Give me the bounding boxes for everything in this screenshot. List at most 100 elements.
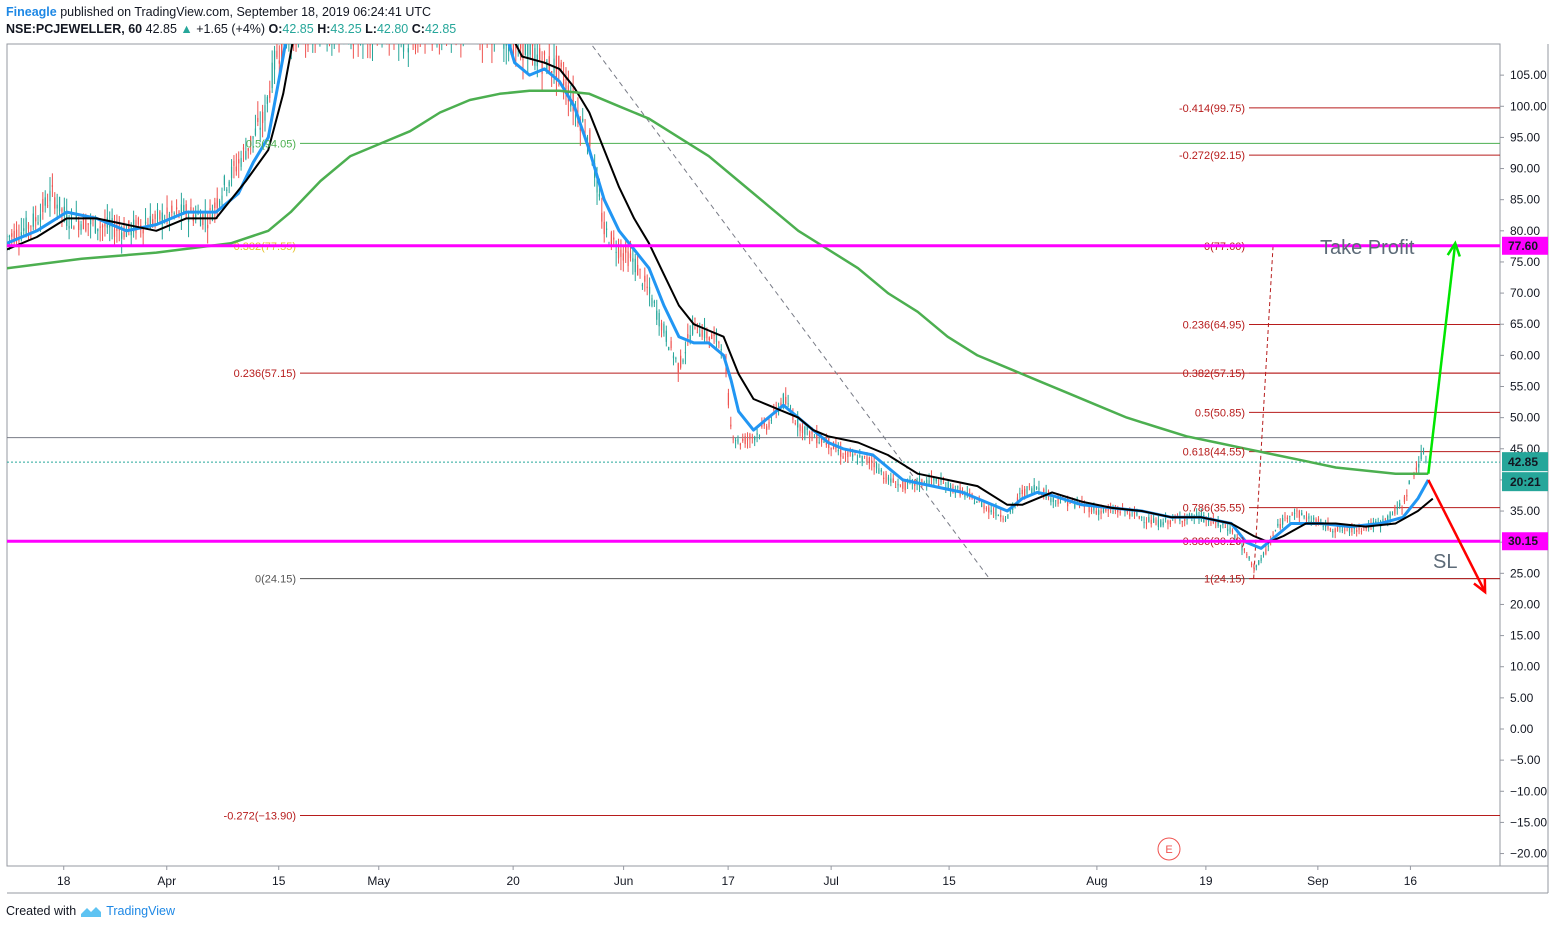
candle-body: [1239, 542, 1241, 544]
y-tick-label: 60.00: [1510, 348, 1540, 362]
candle-body: [156, 208, 159, 211]
candle-body: [458, 25, 459, 26]
tradingview-link[interactable]: TradingView: [106, 904, 175, 918]
candle-body: [570, 100, 572, 107]
symbol-label[interactable]: NSE:PCJEWELLER, 60: [6, 22, 143, 36]
candle-body: [949, 484, 952, 491]
candle-body: [648, 287, 651, 294]
candles: [7, 18, 1427, 574]
candle-body: [161, 212, 163, 225]
candle-body: [794, 423, 796, 424]
candle-body: [751, 436, 753, 439]
candle-body: [319, 44, 321, 45]
candle-body: [861, 455, 863, 463]
candle-body: [873, 462, 875, 468]
candle-body: [1329, 528, 1331, 531]
candle-body: [763, 421, 765, 426]
candle-body: [1241, 544, 1243, 551]
candle-body: [104, 223, 106, 227]
candle-body: [754, 437, 756, 441]
candle-body: [730, 424, 732, 427]
close-value: 42.85: [424, 22, 457, 36]
candle-body: [233, 161, 235, 166]
candle-body: [844, 453, 847, 455]
candle-body: [1234, 534, 1236, 538]
candle-body: [23, 228, 25, 231]
candle-body: [348, 25, 349, 30]
candle-body: [1035, 486, 1038, 489]
candle-body: [856, 461, 859, 463]
candle-body: [651, 298, 653, 306]
candle-body: [39, 214, 42, 222]
candle-body: [503, 44, 505, 49]
candle-body: [1153, 518, 1155, 523]
candle-body: [782, 393, 784, 404]
candle-body: [524, 44, 526, 56]
y-tick-label: 80.00: [1510, 224, 1540, 238]
take-profit-annotation: Take Profit: [1320, 237, 1415, 259]
candle-body: [369, 44, 371, 46]
candle-body: [529, 44, 531, 55]
candle-body: [522, 44, 524, 61]
candle-body: [484, 21, 485, 22]
candle-body: [1167, 520, 1169, 525]
candle-body: [1344, 529, 1346, 531]
close-label: C:: [411, 22, 425, 36]
candle-body: [1305, 517, 1308, 521]
candle-body: [665, 330, 667, 342]
candle-body: [44, 197, 46, 206]
candle-body: [25, 217, 27, 234]
ma-line-ema_fast: [7, 44, 1430, 550]
candle-body: [219, 200, 221, 206]
candle-body: [1102, 508, 1105, 513]
y-tick-label: 10.00: [1510, 660, 1540, 674]
candle-body: [1210, 522, 1212, 524]
candle-body: [992, 512, 995, 514]
fib-left-label: -0.272(−13.90): [224, 811, 296, 823]
candle-body: [668, 347, 670, 351]
candle-body: [744, 436, 746, 445]
candle-body: [230, 166, 233, 178]
candle-body: [1394, 507, 1396, 514]
candle-body: [875, 462, 878, 469]
candle-body: [254, 128, 257, 135]
candle-body: [1422, 451, 1425, 453]
candle-body: [770, 420, 773, 422]
candle-body: [429, 18, 430, 40]
candle-body: [847, 451, 849, 457]
fib-right-label: 0.618(44.55): [1183, 447, 1245, 459]
candle-body: [329, 36, 330, 43]
candle-body: [1196, 513, 1198, 516]
low-label: L:: [365, 22, 377, 36]
author-name[interactable]: Fineagle: [6, 5, 57, 19]
candle-body: [238, 159, 240, 164]
candle-body: [154, 214, 156, 220]
candle-body: [266, 96, 268, 104]
candle-body: [1145, 522, 1148, 524]
candle-body: [1348, 526, 1351, 533]
candle-body: [427, 20, 428, 26]
candle-body: [682, 360, 684, 363]
fib-left-label: 0.236(57.15): [234, 368, 296, 380]
candle-body: [1129, 513, 1131, 517]
candle-body: [761, 424, 763, 427]
high-label: H:: [317, 22, 331, 36]
candle-body: [942, 482, 945, 484]
y-tick-label: −15.00: [1510, 815, 1547, 829]
candle-body: [37, 222, 39, 224]
x-tick-label: 15: [272, 874, 286, 888]
candle-body: [242, 147, 245, 150]
candle-body: [904, 481, 906, 491]
candle-body: [797, 417, 799, 428]
candle-body: [562, 79, 565, 86]
candle-body: [365, 31, 366, 33]
candle-body: [596, 176, 598, 193]
candle-body: [226, 189, 228, 191]
candle-body: [20, 232, 22, 239]
countdown-badge: [1502, 472, 1548, 492]
x-tick-label: 18: [57, 874, 71, 888]
candle-body: [706, 331, 708, 339]
candle-body: [1179, 517, 1181, 521]
candle-body: [641, 284, 644, 287]
